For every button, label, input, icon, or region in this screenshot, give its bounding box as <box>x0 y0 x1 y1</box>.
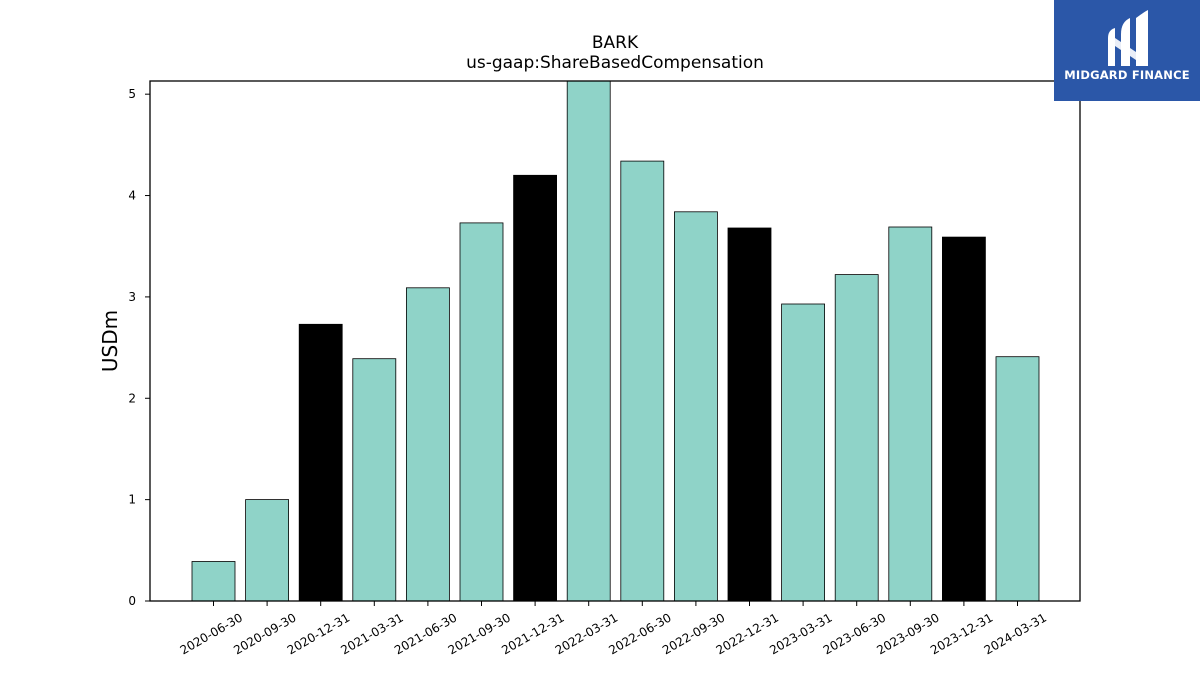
bar-2021-09-30 <box>459 222 504 602</box>
y-axis-label: USDm <box>98 310 122 372</box>
bar-2023-09-30 <box>888 226 933 602</box>
logo-mark-icon <box>1108 10 1148 66</box>
bar-2021-06-30 <box>405 287 450 602</box>
bar-2023-03-31 <box>781 303 825 602</box>
brand-name: MIDGARD FINANCE <box>1064 68 1190 82</box>
bar-2022-03-31 <box>566 80 611 602</box>
bar-2020-06-30 <box>191 561 236 602</box>
bar-2022-09-30 <box>674 211 718 602</box>
bars-group <box>191 80 1040 602</box>
plot-frame <box>149 80 1081 602</box>
bar-2022-12-31 <box>727 227 772 602</box>
y-tick-label: 2 <box>128 391 136 405</box>
y-tick-label: 5 <box>128 87 136 101</box>
bar-2021-12-31 <box>513 174 557 602</box>
y-tick-label: 1 <box>128 493 136 507</box>
bar-2020-09-30 <box>245 499 290 602</box>
y-tick-label: 3 <box>128 290 136 304</box>
bar-2023-06-30 <box>834 274 879 602</box>
bar-2020-12-31 <box>298 323 343 602</box>
bar-2022-06-30 <box>620 160 665 602</box>
bar-2021-03-31 <box>352 358 397 602</box>
y-tick-label: 4 <box>128 189 136 203</box>
bar-2024-03-31 <box>995 356 1040 602</box>
bar-2023-12-31 <box>942 236 986 602</box>
y-tick-label: 0 <box>128 594 136 608</box>
y-ticks-group: 0 1 2 3 4 5 <box>128 87 150 608</box>
brand-logo: MIDGARD FINANCE <box>1054 0 1200 101</box>
chart-subtitle: us-gaap:ShareBasedCompensation <box>466 53 764 73</box>
x-ticks-group: 2020-06-302020-09-302020-12-312021-03-31… <box>178 601 1049 657</box>
chart-title: BARK <box>592 33 639 53</box>
